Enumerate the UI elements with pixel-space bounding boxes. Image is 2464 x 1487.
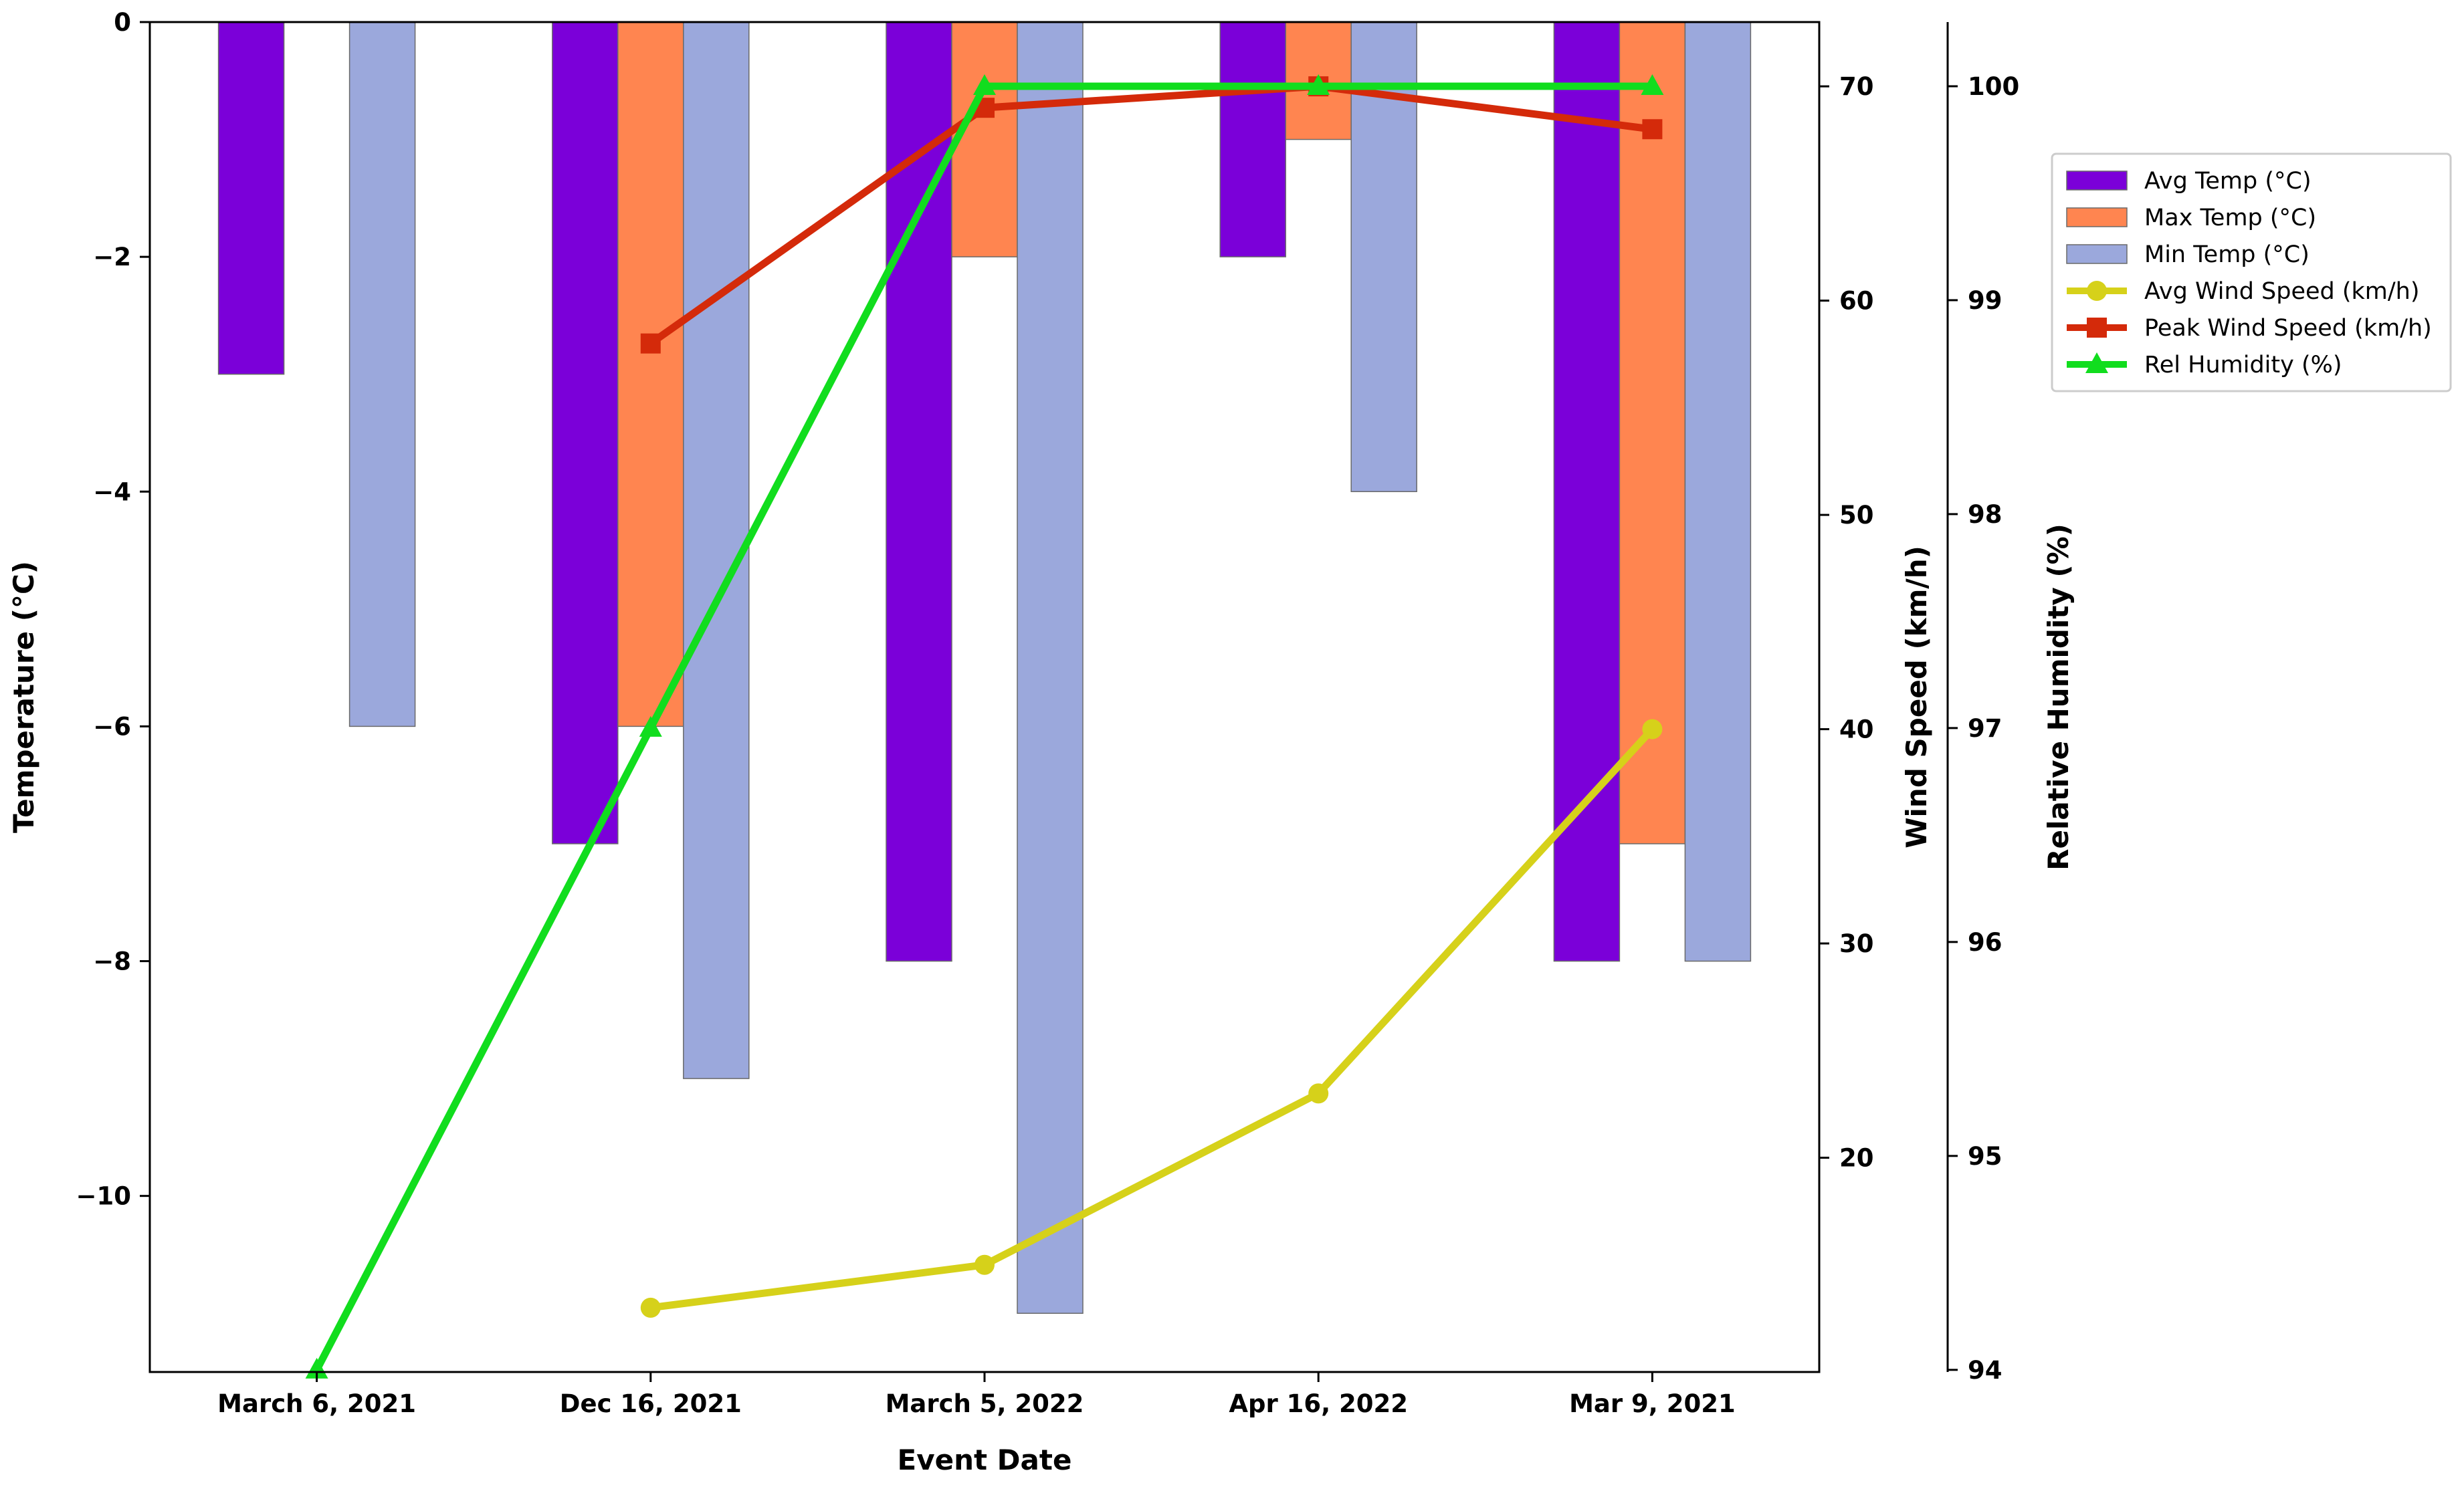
- humidity-tick-label: 94: [1968, 1356, 2003, 1385]
- point-peak-wind-speed-km-h-1: [640, 333, 661, 354]
- legend-swatch-max-temp-c: [2066, 207, 2128, 227]
- x-axis-title: Event Date: [898, 1444, 1072, 1476]
- line-peak-wind-speed-km-h: [648, 82, 1653, 347]
- humidity-tick-label: 97: [1968, 714, 2003, 743]
- bar-min-temp-c-4: [1684, 21, 1752, 962]
- point-avg-wind-speed-km-h-1: [640, 1297, 661, 1318]
- temp-tick-label: 0: [114, 8, 131, 37]
- bar-min-temp-c-0: [348, 21, 416, 727]
- axes-layer: 0 −2 −4 −6 −8 −10 Temperature (°C) 20 30 40 50 60 70…: [7, 8, 2075, 1476]
- legend-label-avg-temp-c: Avg Temp (°C): [2144, 168, 2312, 195]
- temperature-axis-title: Temperature (°C): [7, 561, 40, 833]
- bar-min-temp-c-1: [683, 21, 750, 1079]
- legend-swatch-min-temp-c: [2066, 244, 2128, 264]
- humidity-tick-label: 100: [1968, 72, 2019, 101]
- x-tick-label: March 5, 2022: [886, 1389, 1084, 1418]
- x-tick-label: Apr 16, 2022: [1229, 1389, 1408, 1418]
- humidity-tick-label: 98: [1968, 500, 2003, 529]
- bar-min-temp-c-2: [1017, 21, 1084, 1314]
- legend-label-peak-wind-speed-km-h: Peak Wind Speed (km/h): [2144, 315, 2432, 342]
- humidity-tick-label: 96: [1968, 928, 2003, 957]
- bar-avg-temp-c-1: [552, 21, 619, 844]
- x-tick-label: Mar 9, 2021: [1569, 1389, 1736, 1418]
- lines-layer: [305, 74, 1664, 1379]
- temp-tick-label: −6: [93, 712, 131, 741]
- wind-tick-label: 70: [1839, 72, 1874, 101]
- bar-max-temp-c-4: [1619, 21, 1686, 844]
- bar-max-temp-c-3: [1285, 21, 1352, 140]
- point-avg-wind-speed-km-h-2: [974, 1254, 995, 1275]
- legend-label-max-temp-c: Max Temp (°C): [2144, 205, 2316, 231]
- wind-tick-label: 30: [1839, 929, 1874, 958]
- wind-tick-label: 40: [1839, 715, 1874, 744]
- wind-axis-title: Wind Speed (km/h): [1900, 546, 1933, 848]
- bar-max-temp-c-1: [617, 21, 684, 727]
- legend-marker-peak-wind-speed-km-h: [2087, 318, 2107, 338]
- legend: Avg Temp (°C) Max Temp (°C) Min Temp (°C) A…: [2051, 152, 2452, 392]
- x-tick-label: March 6, 2021: [217, 1389, 416, 1418]
- point-avg-wind-speed-km-h-3: [1308, 1083, 1329, 1104]
- humidity-axis-title: Relative Humidity (%): [2042, 524, 2075, 871]
- legend-marker-avg-wind-speed-km-h: [2087, 281, 2107, 301]
- point-avg-wind-speed-km-h-4: [1642, 719, 1663, 739]
- legend-swatch-avg-temp-c: [2066, 170, 2128, 191]
- temp-tick-label: −8: [93, 947, 131, 976]
- point-rel-humidity-4: [1641, 74, 1664, 95]
- point-rel-humidity-1: [639, 715, 662, 737]
- temp-tick-label: −10: [76, 1182, 132, 1211]
- humidity-tick-label: 99: [1968, 286, 2003, 315]
- bars-layer: [217, 21, 1752, 1314]
- legend-label-avg-wind-speed-km-h: Avg Wind Speed (km/h): [2144, 278, 2420, 305]
- point-rel-humidity-2: [973, 74, 996, 95]
- wind-tick-label: 20: [1839, 1144, 1874, 1173]
- wind-tick-label: 50: [1839, 501, 1874, 530]
- temp-tick-label: −2: [93, 243, 131, 271]
- humidity-tick-label: 95: [1968, 1142, 2003, 1171]
- bar-avg-temp-c-0: [217, 21, 285, 375]
- legend-label-min-temp-c: Min Temp (°C): [2144, 241, 2309, 268]
- legend-label-rel-humidity: Rel Humidity (%): [2144, 352, 2342, 378]
- point-rel-humidity-3: [1307, 74, 1330, 95]
- line-avg-wind-speed-km-h: [650, 726, 1655, 1312]
- x-tick-label: Dec 16, 2021: [560, 1389, 742, 1418]
- temp-tick-label: −4: [93, 477, 131, 506]
- point-rel-humidity-0: [305, 1357, 328, 1379]
- point-peak-wind-speed-km-h-4: [1642, 119, 1663, 140]
- legend-marker-rel-humidity: [2085, 352, 2108, 373]
- legend-box: [2051, 152, 2452, 392]
- bar-avg-temp-c-3: [1219, 21, 1286, 257]
- wind-tick-label: 60: [1839, 287, 1874, 316]
- bar-max-temp-c-2: [951, 21, 1018, 257]
- line-rel-humidity: [313, 82, 1653, 1372]
